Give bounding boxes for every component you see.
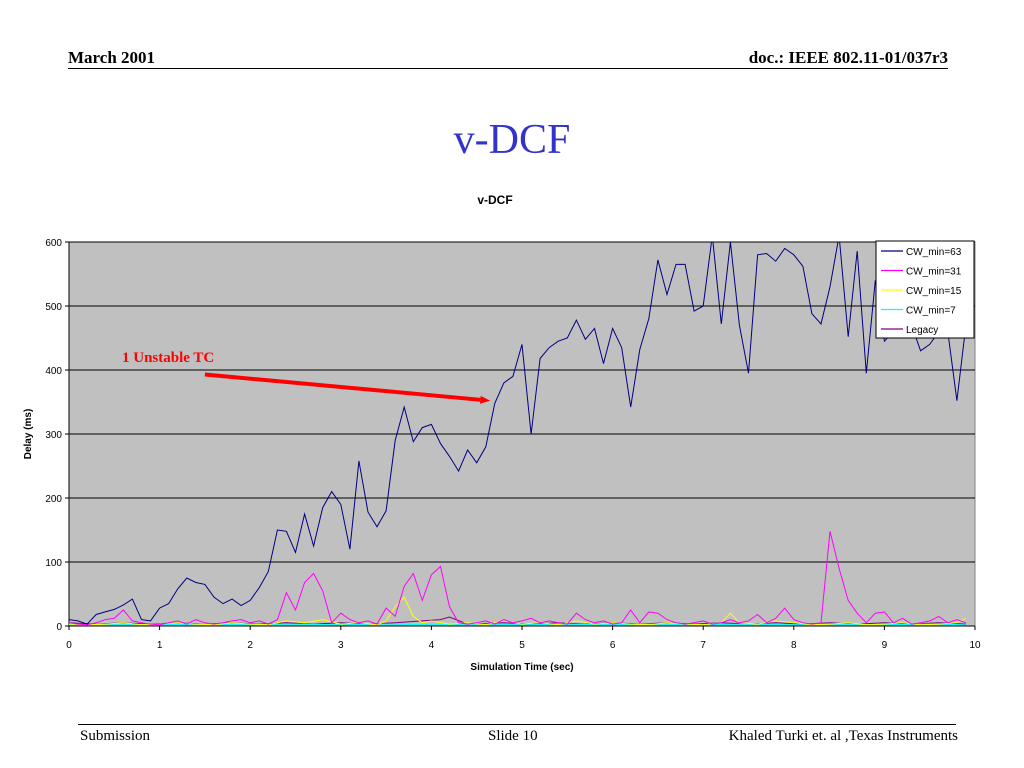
x-tick-label: 4 bbox=[429, 640, 435, 651]
legend-label: CW_min=63 bbox=[906, 247, 962, 258]
x-tick-label: 3 bbox=[338, 640, 344, 651]
header-doc-id: doc.: IEEE 802.11-01/037r3 bbox=[748, 48, 948, 67]
annotation-arrowhead bbox=[479, 395, 491, 404]
footer-authors: Khaled Turki et. al ,Texas Instruments bbox=[728, 728, 958, 744]
x-tick-label: 9 bbox=[882, 640, 888, 651]
slide-title: v-DCF bbox=[453, 117, 571, 163]
annotation-arrow bbox=[204, 372, 481, 402]
footer-slide-number: Slide 10 bbox=[488, 728, 538, 744]
footer-submission: Submission bbox=[80, 728, 151, 744]
y-tick-label: 200 bbox=[45, 494, 62, 505]
x-tick-label: 2 bbox=[247, 640, 253, 651]
y-tick-label: 100 bbox=[45, 558, 62, 569]
x-axis-label: Simulation Time (sec) bbox=[470, 662, 573, 673]
y-tick-label: 0 bbox=[56, 622, 62, 633]
header-date: March 2001 bbox=[68, 48, 156, 67]
x-tick-label: 1 bbox=[157, 640, 163, 651]
legend-label: CW_min=15 bbox=[906, 286, 962, 297]
header-rule bbox=[68, 68, 948, 69]
annotation-label: 1 Unstable TC bbox=[122, 350, 214, 366]
x-tick-label: 5 bbox=[519, 640, 525, 651]
legend: CW_min=63 CW_min=31 CW_min=15 CW_min=7 Legac… bbox=[875, 240, 975, 339]
x-tick-label: 0 bbox=[66, 640, 72, 651]
series-line-cw-min-31 bbox=[69, 531, 967, 626]
x-tick-label: 8 bbox=[791, 640, 797, 651]
y-tick-label: 500 bbox=[45, 302, 62, 313]
chart-title: v-DCF bbox=[477, 193, 512, 207]
y-tick-label: 300 bbox=[45, 430, 62, 441]
series-line-cw-min-63 bbox=[69, 242, 967, 625]
y-tick-label: 600 bbox=[45, 238, 62, 249]
legend-label: CW_min=31 bbox=[906, 267, 962, 278]
series-line-cw-min-15 bbox=[69, 596, 967, 626]
y-tick-label: 400 bbox=[45, 366, 62, 377]
legend-label: Legacy bbox=[906, 325, 938, 336]
legend-label: CW_min=7 bbox=[906, 306, 956, 317]
x-tick-label: 6 bbox=[610, 640, 616, 651]
x-tick-label: 7 bbox=[700, 640, 706, 651]
y-axis-label: Delay (ms) bbox=[23, 409, 34, 460]
footer-rule bbox=[78, 724, 956, 725]
x-tick-label: 10 bbox=[969, 640, 981, 651]
